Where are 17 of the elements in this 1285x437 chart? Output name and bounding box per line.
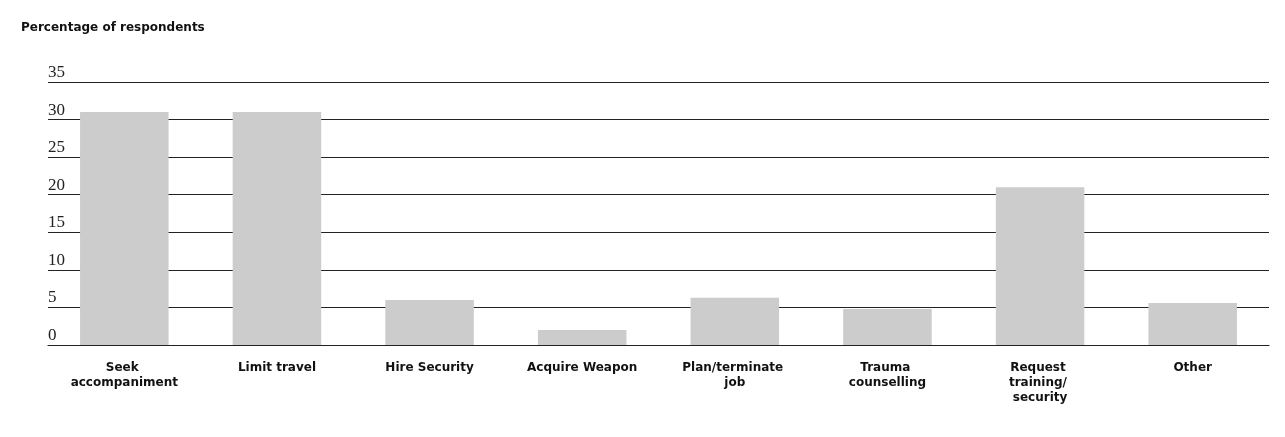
x-tick-label: Other xyxy=(1173,359,1213,374)
x-tick-label: Trauma counselling xyxy=(848,359,927,389)
y-tick-label: 0 xyxy=(48,325,57,344)
y-tick-label: 20 xyxy=(48,174,65,194)
x-tick-label: Hire Security xyxy=(385,359,474,374)
x-tick-label: Plan/terminate job xyxy=(682,359,788,389)
y-axis-title: Percentage of respondents xyxy=(21,20,205,34)
x-tick-label: Acquire Weapon xyxy=(527,359,638,374)
y-tick-label: 30 xyxy=(48,99,65,119)
x-tick-label: Limit travel xyxy=(237,359,316,374)
y-tick-label: 35 xyxy=(48,62,65,81)
x-tick-label: Request training/ security xyxy=(1008,359,1072,404)
y-tick-label: 15 xyxy=(48,212,65,232)
x-tick-label: Seek accompaniment xyxy=(70,359,179,389)
y-tick-label: 10 xyxy=(48,249,65,269)
y-tick-label: 5 xyxy=(48,287,57,307)
y-tick-label: 25 xyxy=(48,137,65,157)
